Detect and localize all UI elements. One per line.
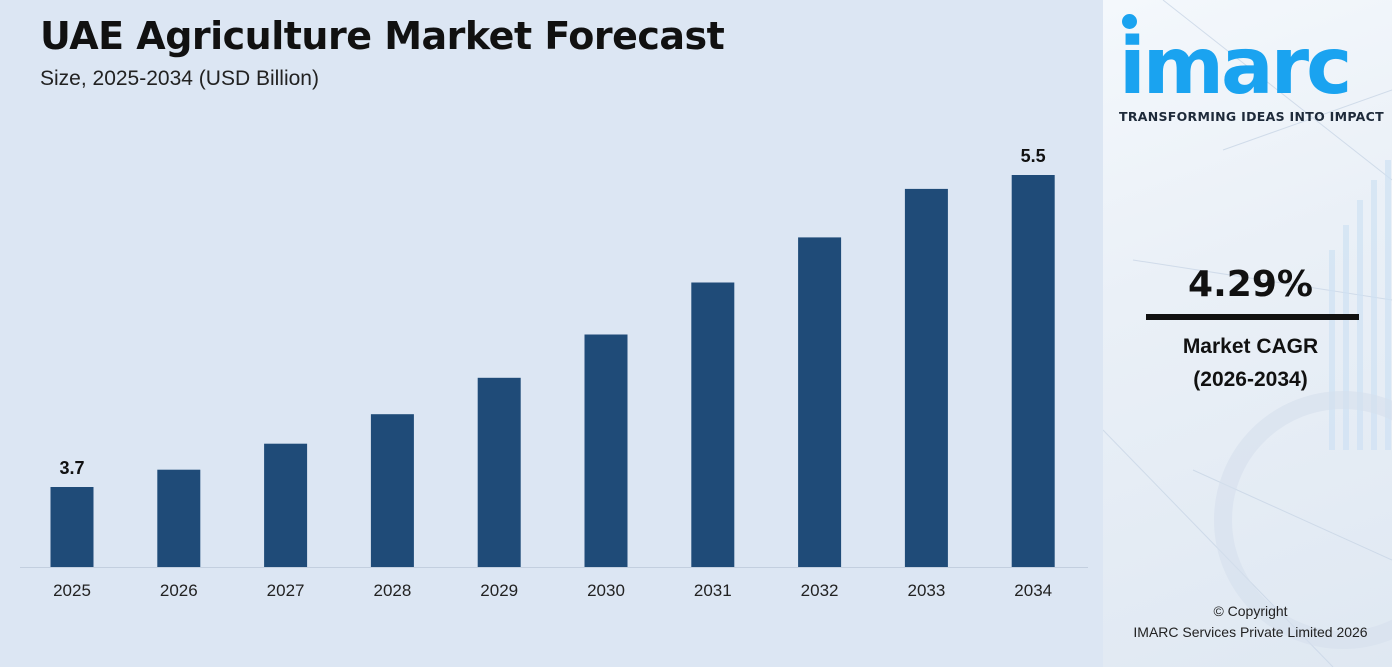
cagr-period: (2026-2034) [1193,368,1308,391]
logo-text: imarc [1119,22,1352,112]
bar-2026 [157,469,201,567]
x-tick-label-2030: 2030 [587,581,625,600]
x-tick-label-2032: 2032 [801,581,839,600]
bar-2033 [904,188,948,567]
imarc-logo: imarc [1119,14,1381,109]
bar-2034 [1011,175,1055,567]
side-panel: imarc TRANSFORMING IDEAS INTO IMPACT 4.2… [1103,0,1392,667]
x-tick-label-2033: 2033 [907,581,945,600]
chart-panel: 2025 3.7 2026 2027 2028 2029 2030 2031 2032 2033 2… [20,14,1088,600]
cagr-value: 4.29% [1188,264,1313,305]
x-tick-label-2031: 2031 [694,581,732,600]
logo-dot [1122,14,1137,29]
x-tick-label-2029: 2029 [480,581,518,600]
cagr-divider [1146,314,1359,320]
bar-2031 [691,282,735,567]
bar-2028 [370,414,414,567]
x-tick-label-2027: 2027 [267,581,305,600]
data-label-2034: 5.5 [1021,146,1046,166]
bar-2029 [477,377,521,567]
copyright-line-1: © Copyright [1213,603,1288,619]
bar-2027 [264,443,308,567]
x-tick-label-2034: 2034 [1014,581,1052,600]
bar-2025 [50,487,94,567]
cagr-label: Market CAGR [1182,335,1319,358]
chart-subtitle: Size, 2025-2034 (USD Billion) [40,67,319,90]
x-tick-label-2025: 2025 [53,581,91,600]
bar-chart: 2025 3.7 2026 2027 2028 2029 2030 2031 2032 2033 2… [20,146,1088,600]
x-tick-label-2026: 2026 [160,581,198,600]
x-tick-label-2028: 2028 [373,581,411,600]
brand-tagline: TRANSFORMING IDEAS INTO IMPACT [1119,109,1384,124]
copyright-notice: © Copyright IMARC Services Private Limit… [1103,601,1392,643]
chart-title: UAE Agriculture Market Forecast [40,14,725,58]
bar-2032 [798,237,842,567]
background-chart-graphic [1103,0,1392,667]
data-label-2025: 3.7 [59,458,84,478]
bar-2030 [584,334,628,567]
copyright-line-2: IMARC Services Private Limited 2026 [1133,624,1368,640]
